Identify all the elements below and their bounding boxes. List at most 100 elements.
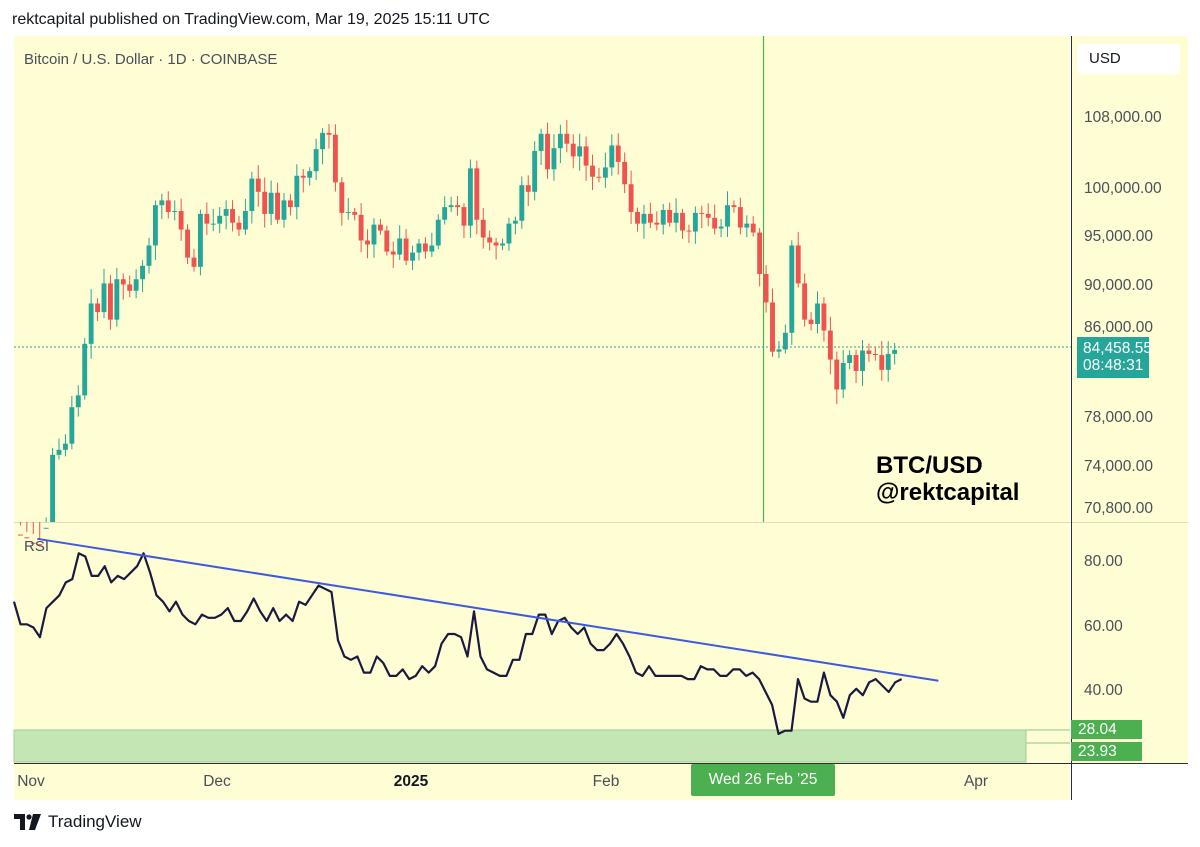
candle-body <box>242 210 248 230</box>
last-price-label: 84,458.55 08:48:31 <box>1077 337 1152 378</box>
candle-body <box>249 178 255 211</box>
candle-body <box>442 207 448 220</box>
x-tick-label: Nov <box>17 773 45 790</box>
candle-body <box>294 175 300 208</box>
last-price-value: 84,458.55 <box>1083 340 1152 357</box>
candle-body <box>596 176 602 178</box>
candle-body <box>204 213 210 224</box>
candle-body <box>114 279 120 320</box>
candle-body <box>847 355 853 363</box>
candle-body <box>275 192 280 220</box>
candle-body <box>583 146 589 166</box>
candle-body <box>384 230 390 252</box>
candle-body <box>789 245 795 333</box>
candle-body <box>538 133 544 151</box>
candle-body <box>410 252 415 261</box>
candle-body <box>770 302 775 352</box>
candle-body <box>262 191 268 214</box>
x-tick-label: 2025 <box>393 773 429 790</box>
candle-body <box>307 171 313 178</box>
currency-selector[interactable]: USD <box>1077 44 1180 74</box>
price-axis-background <box>1071 36 1188 522</box>
candle-body <box>403 238 409 261</box>
candle-body <box>757 232 763 275</box>
candle-body <box>654 222 660 225</box>
candle-body <box>152 205 158 246</box>
candle-body <box>17 534 23 536</box>
candles-group <box>17 120 898 546</box>
candle-body <box>840 362 846 390</box>
candle-body <box>127 284 133 291</box>
candle-body <box>795 245 801 284</box>
candle-body <box>448 205 454 208</box>
rsi-trendline[interactable] <box>37 537 939 682</box>
candle-body <box>731 205 737 208</box>
candle-body <box>101 283 107 313</box>
candle-body <box>737 207 743 228</box>
price-tick-label: 86,000.00 <box>1084 319 1153 336</box>
candle-body <box>872 353 878 356</box>
candle-body <box>191 257 197 267</box>
candle-body <box>332 134 338 183</box>
candle-body <box>217 215 223 224</box>
x-tick-label: Dec <box>203 773 231 790</box>
candle-body <box>82 343 88 396</box>
candle-body <box>673 212 679 223</box>
candle-body <box>172 210 178 212</box>
candle-body <box>140 265 146 280</box>
candle-body <box>24 537 30 539</box>
candle-body <box>493 242 499 246</box>
candle-body <box>866 350 872 354</box>
candle-body <box>519 185 525 221</box>
candle-body <box>467 168 473 226</box>
candle-body <box>686 230 692 232</box>
watermark-line2: @rektcapital <box>876 479 1020 506</box>
candle-body <box>223 209 229 216</box>
candle-body <box>197 213 203 267</box>
candle-body <box>30 542 36 544</box>
candle-body <box>570 143 576 157</box>
candle-body <box>660 210 666 225</box>
candle-body <box>815 303 820 324</box>
candle-body <box>185 229 190 258</box>
candle-body <box>892 349 898 354</box>
candle-body <box>268 192 274 214</box>
candle-body <box>879 355 885 370</box>
candle-body <box>821 303 827 331</box>
price-tick-label: 78,000.00 <box>1084 409 1153 426</box>
price-pane-background <box>14 36 1070 522</box>
watermark: BTC/USD @rektcapital <box>876 452 1019 506</box>
candle-body <box>776 349 782 352</box>
candle-body <box>545 133 550 170</box>
publish-header: rektcapital published on TradingView.com… <box>12 11 490 28</box>
candle-body <box>416 243 422 253</box>
candle-body <box>506 223 512 244</box>
tradingview-logo[interactable]: TradingView <box>14 812 142 832</box>
candle-body <box>712 217 718 229</box>
rsi-tick-label: 40.00 <box>1084 682 1123 699</box>
rsi-oversold-zone <box>13 729 1027 763</box>
candle-body <box>853 355 859 371</box>
candle-body <box>300 175 306 178</box>
candle-body <box>236 222 242 230</box>
candle-body <box>50 454 56 522</box>
candle-body <box>474 168 480 220</box>
candle-body <box>705 213 711 218</box>
time-axis-background <box>14 764 1070 800</box>
candle-body <box>750 223 756 233</box>
candle-body <box>641 213 647 224</box>
candle-body <box>725 205 730 227</box>
candle-body <box>390 251 396 255</box>
candle-body <box>133 279 139 291</box>
tradingview-logo-text: TradingView <box>48 812 142 831</box>
candle-body <box>56 449 62 455</box>
cursor-date-label: Wed 26 Feb '25 <box>691 764 835 796</box>
candle-body <box>455 205 460 208</box>
candle-body <box>429 245 435 252</box>
rsi-label: RSI <box>24 538 50 555</box>
candle-body <box>802 283 808 320</box>
candle-body <box>461 207 467 226</box>
candle-body <box>744 223 750 228</box>
candle-body <box>602 167 608 178</box>
